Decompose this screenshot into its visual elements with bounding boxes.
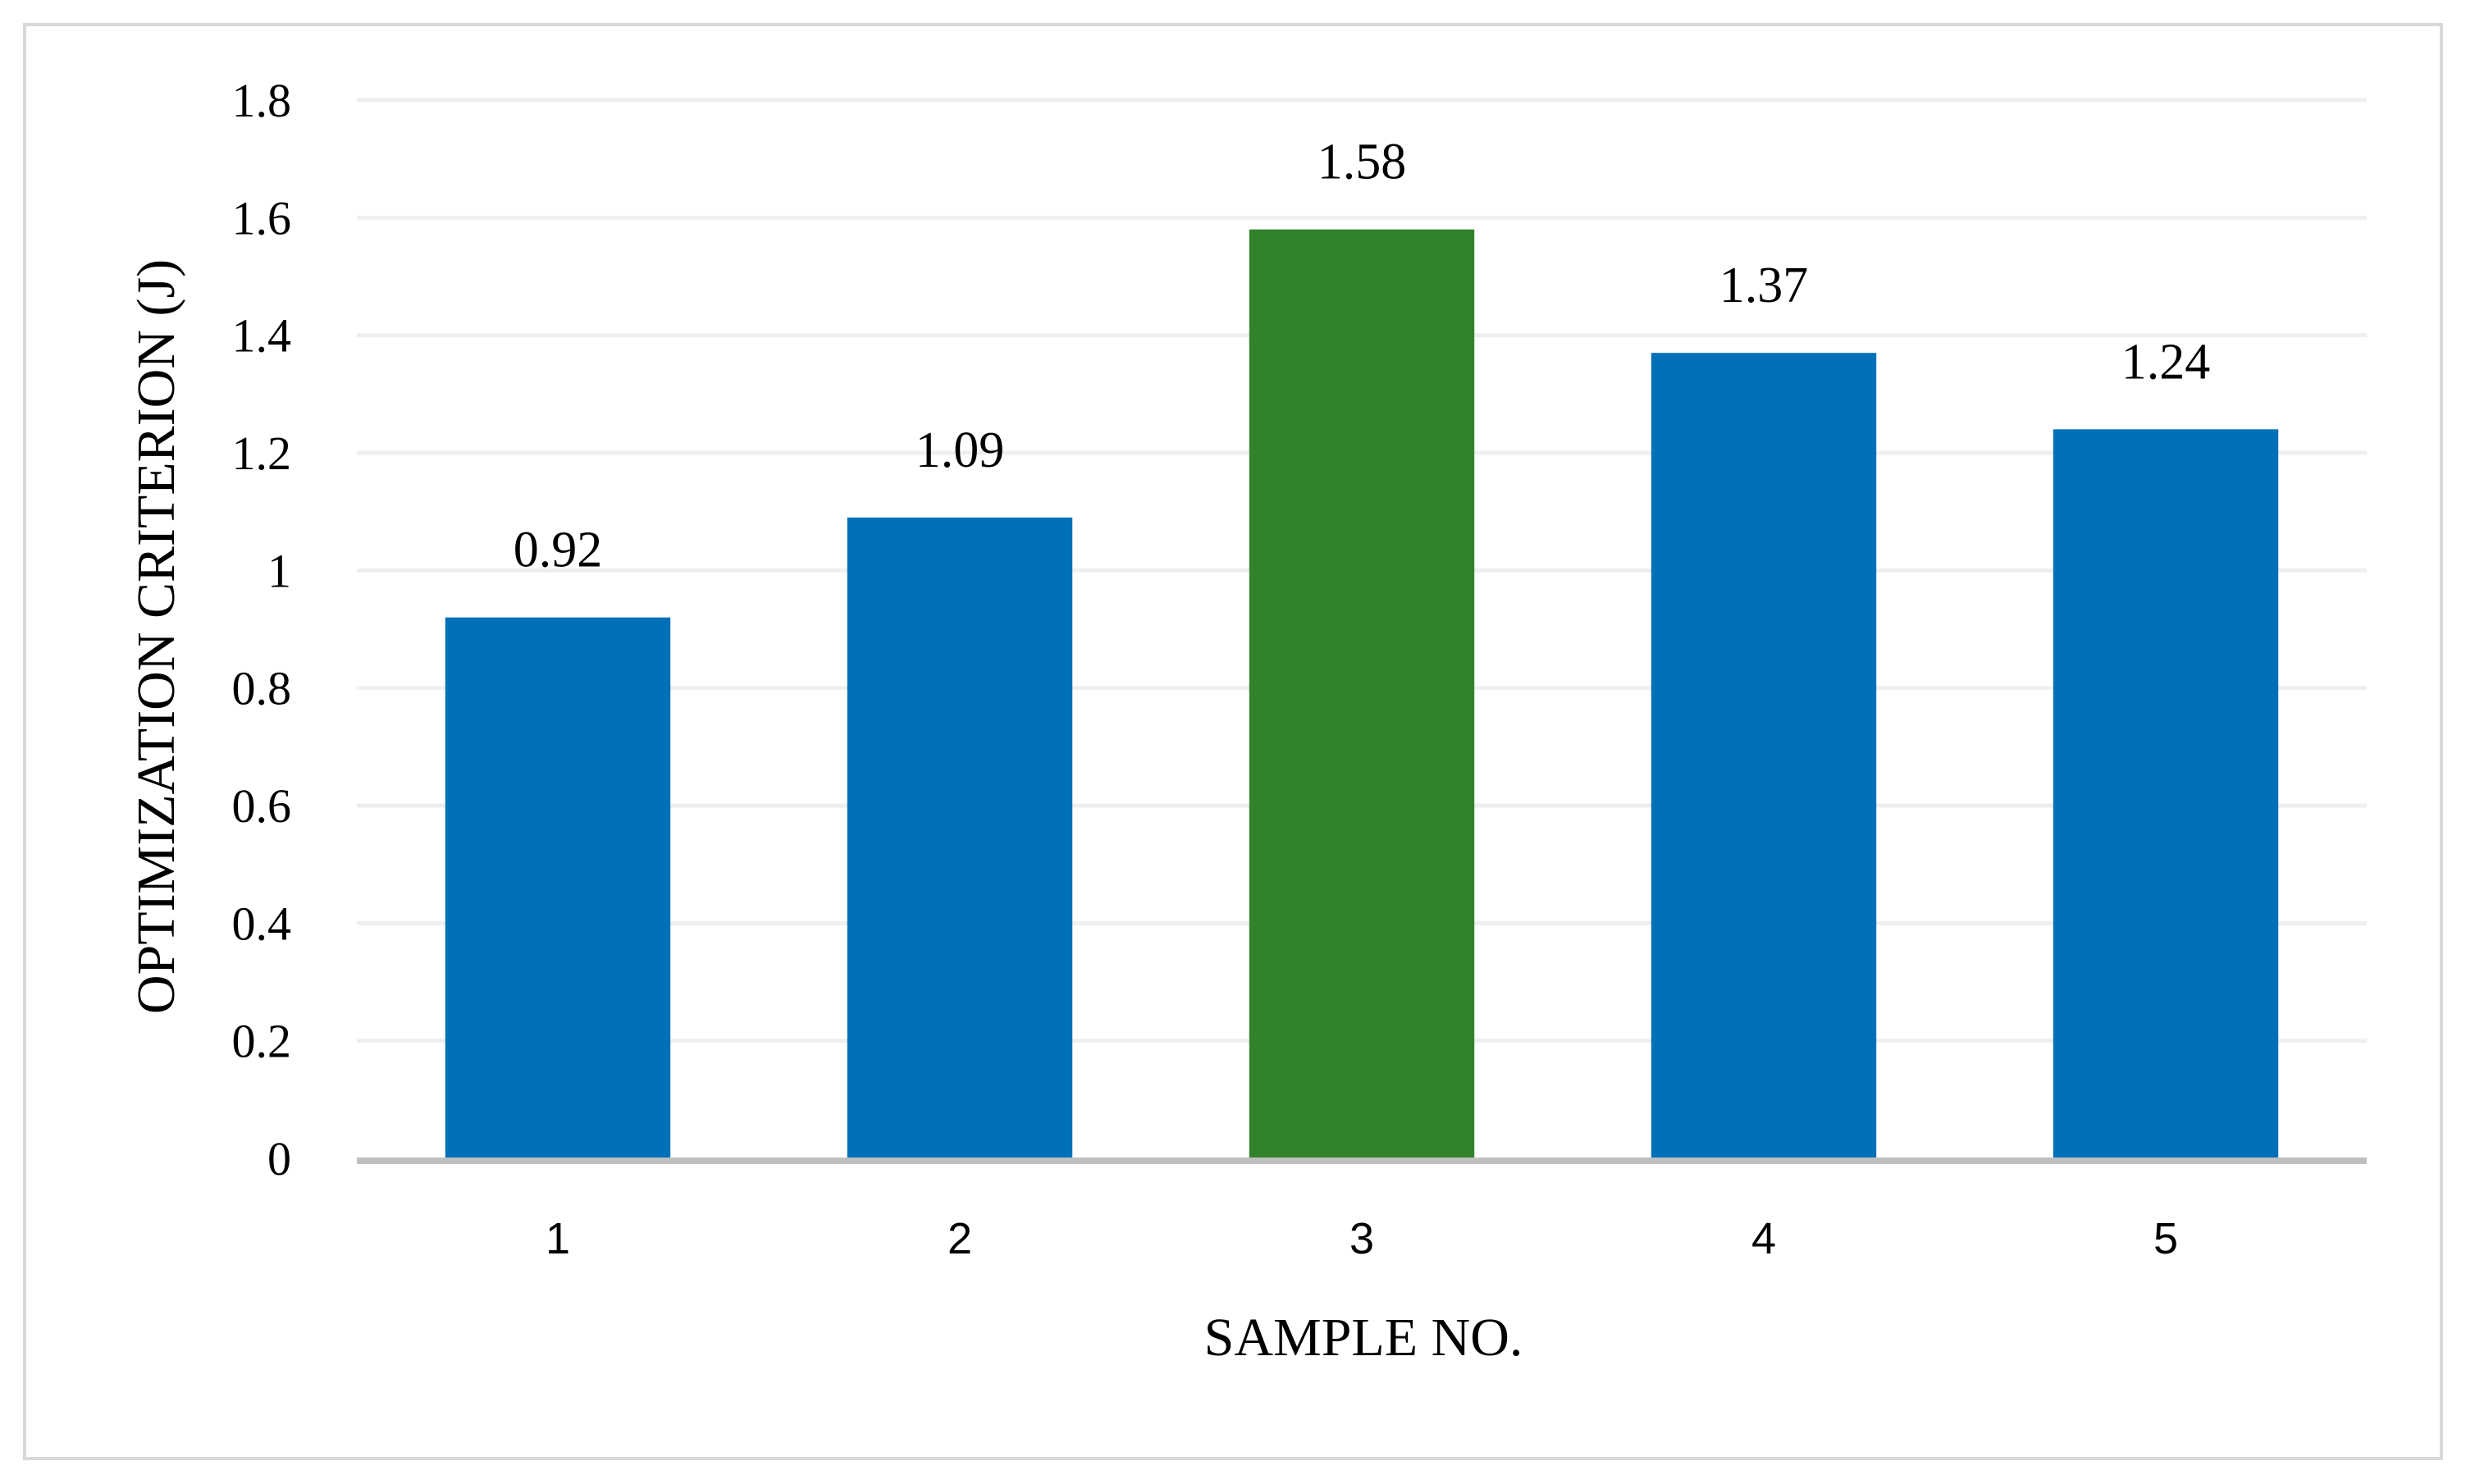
x-axis-title: SAMPLE NO. xyxy=(1204,1308,1523,1368)
x-tick-label: 2 xyxy=(948,1214,972,1263)
x-tick-label: 5 xyxy=(2153,1214,2178,1263)
chart-frame xyxy=(23,23,2443,1460)
bar-sample-2 xyxy=(847,517,1073,1158)
y-tick-label: 1.6 xyxy=(232,191,292,244)
bar-sample-5 xyxy=(2053,429,2279,1158)
y-tick-label: 0 xyxy=(267,1132,291,1185)
data-label: 1.09 xyxy=(916,422,1005,478)
y-axis-title: OPTIMIZATION CRITERION (J) xyxy=(126,259,186,1014)
bar-sample-3 xyxy=(1249,229,1475,1159)
x-tick-label: 4 xyxy=(1751,1214,1776,1263)
y-tick-label: 0.4 xyxy=(232,897,292,950)
data-label: 1.24 xyxy=(2121,334,2211,390)
bars xyxy=(445,229,2279,1159)
y-tick-label: 0.6 xyxy=(232,779,292,833)
y-tick-label: 0.2 xyxy=(232,1015,292,1068)
data-labels: 0.92 1.09 1.58 1.37 1.24 xyxy=(514,135,2211,578)
x-tick-labels: 1 2 3 4 5 xyxy=(546,1214,2178,1263)
y-tick-labels: 0 0.2 0.4 0.6 0.8 1 1.2 1.4 1.6 1.8 xyxy=(232,74,292,1185)
x-tick-label: 1 xyxy=(546,1214,570,1263)
bar-sample-4 xyxy=(1651,353,1877,1159)
y-tick-label: 1.2 xyxy=(232,427,292,480)
y-tick-label: 0.8 xyxy=(232,662,292,715)
data-label: 0.92 xyxy=(514,523,603,578)
bar-sample-1 xyxy=(445,617,671,1158)
x-tick-label: 3 xyxy=(1349,1214,1374,1263)
y-tick-label: 1 xyxy=(267,544,291,597)
y-tick-label: 1.8 xyxy=(232,74,292,127)
data-label: 1.37 xyxy=(1719,258,1809,313)
y-tick-label: 1.4 xyxy=(232,309,292,363)
data-label: 1.58 xyxy=(1317,135,1407,190)
